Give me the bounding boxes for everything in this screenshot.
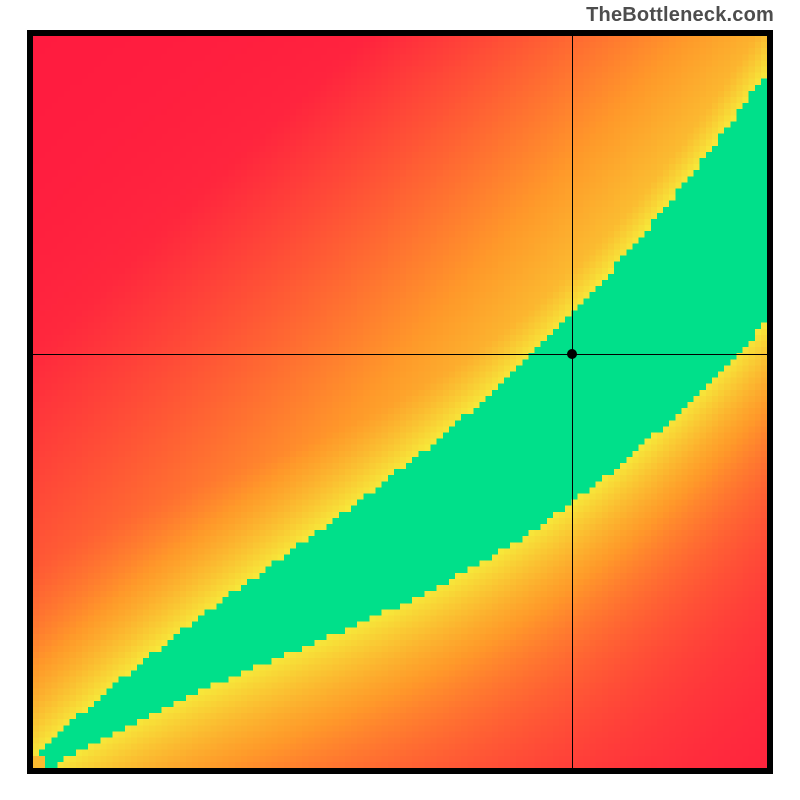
heatmap-canvas [33, 36, 767, 768]
crosshair-marker [567, 349, 577, 359]
heatmap-frame [27, 30, 773, 774]
watermark-text: TheBottleneck.com [586, 4, 774, 27]
heatmap-plot-area [33, 36, 767, 768]
crosshair-horizontal [33, 354, 767, 355]
crosshair-vertical [572, 36, 573, 768]
